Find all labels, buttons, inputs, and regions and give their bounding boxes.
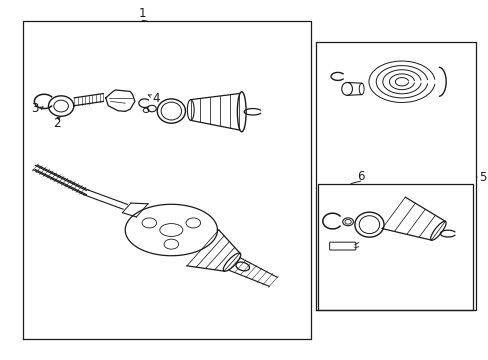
Text: 6: 6 [356, 170, 364, 183]
Text: 2: 2 [53, 117, 61, 130]
Text: 3: 3 [31, 102, 38, 115]
Text: 1: 1 [138, 8, 145, 21]
Text: 4: 4 [152, 92, 159, 105]
Text: 5: 5 [478, 171, 486, 184]
